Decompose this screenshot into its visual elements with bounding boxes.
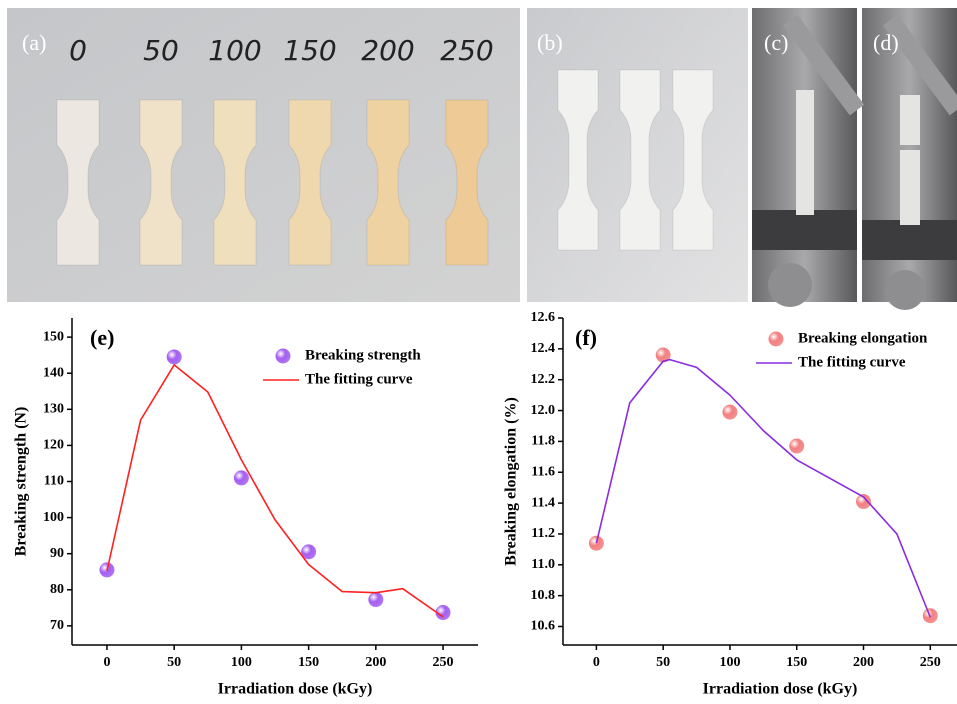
y-tick-label: 140	[43, 365, 64, 380]
specimen	[796, 90, 814, 215]
photo-label: (b)	[537, 30, 563, 55]
photo-label: (c)	[764, 30, 788, 55]
y-tick-label: 12.4	[531, 341, 556, 356]
legend-label: The fitting curve	[305, 371, 413, 387]
y-tick-label: 11.2	[531, 526, 555, 541]
y-tick-label: 11.4	[531, 495, 555, 510]
dose-label: 250	[440, 34, 493, 67]
specimen	[900, 150, 920, 225]
x-tick-label: 50	[167, 655, 181, 670]
x-tick-label: 50	[656, 655, 670, 670]
bolt	[885, 270, 925, 310]
clamp	[752, 210, 857, 250]
y-axis-title: Breaking elongation (%)	[503, 397, 520, 566]
x-tick-label: 100	[231, 655, 252, 670]
y-tick-label: 10.8	[531, 588, 556, 603]
y-tick-label: 12.6	[531, 310, 556, 325]
data-point	[368, 592, 383, 607]
x-tick-label: 200	[365, 655, 386, 670]
y-tick-label: 12.0	[531, 403, 556, 418]
y-tick-label: 150	[43, 329, 64, 344]
specimen	[900, 95, 920, 145]
clamp	[862, 220, 957, 260]
fitting-curve	[107, 365, 443, 617]
y-tick-label: 130	[43, 402, 64, 417]
y-tick-label: 100	[43, 510, 64, 525]
data-point	[167, 349, 182, 364]
y-tick-label: 70	[50, 618, 64, 633]
y-tick-label: 120	[43, 438, 64, 453]
bolt	[768, 263, 812, 307]
x-axis-title: Irradiation dose (kGy)	[218, 681, 373, 698]
legend-label: Breaking strength	[305, 347, 421, 363]
photo-label: (d)	[873, 30, 899, 55]
legend-marker	[276, 349, 291, 364]
photo-label: (a)	[22, 30, 46, 55]
x-tick-label: 100	[719, 655, 740, 670]
y-tick-label: 11.0	[531, 557, 555, 572]
x-axis-title: Irradiation dose (kGy)	[703, 681, 858, 698]
dose-label: 200	[361, 34, 414, 67]
x-tick-label: 0	[593, 655, 600, 670]
dose-label: 0	[69, 34, 87, 67]
y-tick-label: 80	[50, 582, 64, 597]
y-tick-label: 90	[50, 546, 64, 561]
dose-label: 150	[283, 34, 336, 67]
page: {"photos": { "a": {"label": "(a)", "dose…	[0, 0, 957, 704]
legend-label: Breaking elongation	[798, 330, 928, 346]
figure: (a) (b) (c) (d) 0 50 100 150 200 250 70 80 90 100…	[0, 0, 957, 704]
x-tick-label: 150	[298, 655, 319, 670]
x-tick-label: 0	[103, 655, 110, 670]
legend-marker	[769, 332, 784, 347]
y-tick-label: 11.8	[531, 434, 555, 449]
y-tick-label: 110	[44, 474, 64, 489]
x-tick-label: 200	[853, 655, 874, 670]
x-tick-label: 250	[433, 655, 454, 670]
y-tick-label: 11.6	[531, 464, 555, 479]
legend-label: The fitting curve	[798, 354, 906, 370]
y-axis-title: Breaking strength (N)	[13, 407, 30, 557]
fitting-curve	[596, 360, 930, 618]
dose-label: 100	[208, 34, 261, 67]
x-tick-label: 150	[786, 655, 807, 670]
y-tick-label: 12.2	[531, 372, 556, 387]
data-point	[722, 405, 737, 420]
panel-label: (e)	[90, 325, 114, 350]
data-point	[234, 470, 249, 485]
y-tick-label: 10.6	[531, 619, 556, 634]
dose-label: 50	[143, 34, 179, 67]
data-point	[789, 439, 804, 454]
panel-label: (f)	[575, 325, 597, 350]
x-tick-label: 250	[920, 655, 941, 670]
